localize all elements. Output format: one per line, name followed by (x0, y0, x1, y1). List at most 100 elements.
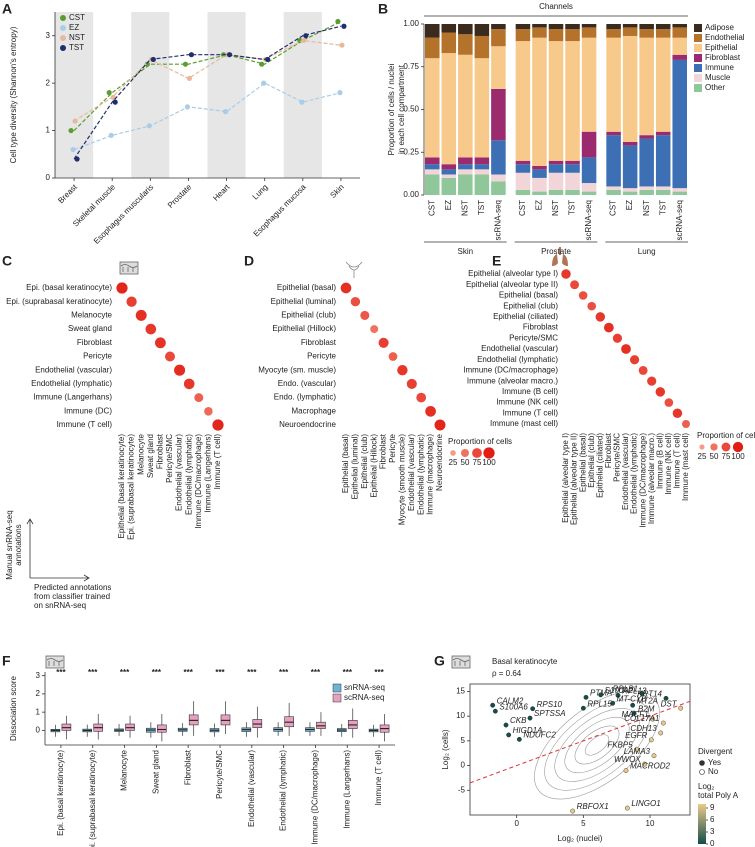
point-label: LAMA3 (624, 747, 651, 756)
point-label: S100A6 (499, 702, 528, 711)
column-label: Endothelial (vascular) (407, 434, 416, 511)
bar-segment (606, 186, 621, 190)
row-label: Epi. (basal keratinocyte) (26, 283, 112, 292)
column-label: Immune (alveolar macro.) (647, 433, 656, 524)
x-tick-label: EZ (535, 200, 544, 210)
row-label: Endo. (vascular) (278, 379, 337, 388)
point (341, 23, 347, 29)
dot (145, 323, 157, 335)
point-label: COL17A1 (624, 714, 659, 723)
legend-swatch (60, 45, 66, 51)
significance: *** (152, 668, 162, 677)
column-label: Epithelial (basal keratinocyte) (117, 434, 126, 539)
legend-swatch (694, 44, 702, 52)
size-legend-label: 25 (698, 452, 707, 461)
bar-segment (515, 172, 531, 190)
significance: *** (374, 668, 384, 677)
point-label: MT2A (637, 696, 658, 705)
x-tick-label: EZ (444, 200, 453, 210)
point (503, 722, 509, 728)
legend-swatch (694, 84, 702, 92)
bar-segment (622, 145, 638, 189)
lung-icon (552, 247, 568, 266)
panel-letter: C (2, 253, 12, 269)
size-legend-label: 50 (461, 458, 470, 467)
y-axis-title: in each cell compartment (397, 64, 406, 154)
legend-swatch (699, 769, 705, 775)
x-tick-label: 5 (581, 819, 586, 828)
dot (126, 296, 137, 307)
group-label: Skin (458, 247, 474, 256)
y-tick-label: 1.00 (403, 19, 419, 28)
column-label: Fibroblast (156, 433, 165, 469)
column-label: Epithelial (Hillock) (369, 434, 378, 498)
point (623, 768, 629, 773)
legend-label: snRNA-seq (344, 683, 385, 692)
annotation: Channels (539, 2, 573, 11)
point (490, 702, 496, 708)
row-label: Pericyte (83, 352, 112, 361)
legend-swatch (694, 34, 702, 42)
size-legend-dot (483, 447, 495, 459)
bar-segment (532, 27, 547, 38)
bar-segment (491, 46, 506, 89)
point (226, 52, 233, 58)
row-label: Endothelial (vascular) (35, 365, 112, 374)
point (70, 146, 76, 153)
y-axis-title: Cell type diversity (Shannon's entropy) (9, 26, 18, 163)
size-legend-label: 50 (710, 452, 719, 461)
legend-swatch (699, 760, 705, 766)
point (108, 132, 114, 138)
size-legend-title: Proportion of cells (448, 437, 512, 446)
bar-segment (532, 169, 547, 178)
row-label: Endo. (lymphatic) (274, 393, 337, 402)
legend-label: Adipose (705, 23, 734, 32)
band (207, 12, 246, 178)
dot (378, 337, 389, 348)
bar-segment (581, 131, 597, 158)
bar-segment (548, 164, 564, 173)
bar-segment (458, 157, 473, 165)
significance: *** (88, 668, 98, 677)
size-legend-dot (699, 444, 705, 450)
bar-segment (458, 34, 473, 55)
point (72, 118, 78, 124)
y-tick-label: 1 (46, 126, 51, 135)
point (678, 705, 684, 711)
bar-segment (474, 58, 490, 158)
point-label: CDH13 (630, 724, 657, 733)
column-label: Pericyte/SMC (613, 433, 622, 482)
x-tick-label: NST (551, 200, 560, 216)
point (610, 700, 616, 706)
x-tick-label: NST (460, 200, 469, 216)
trend-line (73, 82, 342, 151)
dot (587, 301, 597, 311)
group-label: Lung (638, 247, 656, 256)
bar-segment (672, 191, 687, 195)
point (624, 805, 630, 811)
column-label: Epithelial (luminal) (351, 434, 360, 500)
colorbar (698, 804, 706, 844)
dot (165, 351, 175, 362)
point (658, 730, 664, 736)
column-label: Epithelial (club) (360, 434, 369, 489)
point-label: RPL15 (587, 699, 612, 708)
significance: *** (56, 668, 66, 677)
column-label: Endothelial (lymphatic) (630, 433, 639, 514)
y-tick-label: 3 (36, 671, 41, 680)
point (506, 732, 512, 738)
dot (570, 280, 580, 290)
point (648, 737, 654, 743)
legend-swatch (694, 74, 702, 82)
bar-segment (581, 27, 597, 38)
panel-letter: F (2, 653, 11, 669)
panel-letter: E (492, 253, 501, 269)
dot (406, 378, 417, 389)
row-label: Endothelial (lymphatic) (477, 355, 558, 364)
point (615, 692, 621, 698)
skin-icon (451, 655, 471, 669)
row-label: Endothelial (vascular) (481, 344, 558, 353)
column-label: Fibroblast (379, 433, 388, 469)
x-tick-label: EZ (625, 200, 634, 210)
axis-note: Predicted annotations (34, 583, 111, 592)
